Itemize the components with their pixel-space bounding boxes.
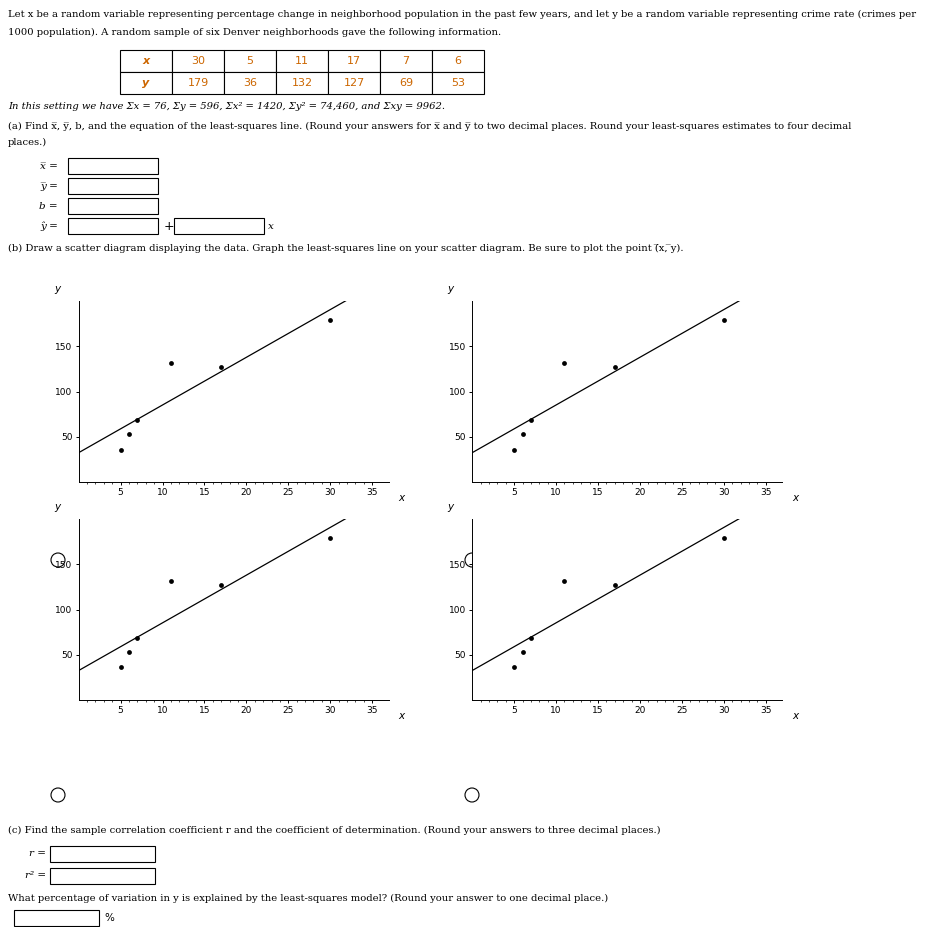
Y-axis label: y: y <box>54 502 60 512</box>
Text: x̅ =: x̅ = <box>40 161 58 171</box>
Text: 30: 30 <box>191 56 205 66</box>
Text: b =: b = <box>40 201 58 210</box>
Point <box>121 426 136 441</box>
Point <box>164 573 179 588</box>
Bar <box>224 50 276 72</box>
Point <box>507 442 521 457</box>
Text: 5: 5 <box>246 56 254 66</box>
Point <box>523 630 538 645</box>
Text: 11: 11 <box>295 56 309 66</box>
Text: 1000 population). A random sample of six Denver neighborhoods gave the following: 1000 population). A random sample of six… <box>8 28 501 37</box>
Text: Let x be a random variable representing percentage change in neighborhood popula: Let x be a random variable representing … <box>8 10 916 19</box>
Text: (c) Find the sample correlation coefficient r and the coefficient of determinati: (c) Find the sample correlation coeffici… <box>8 826 660 835</box>
Point <box>214 578 229 592</box>
Text: 179: 179 <box>187 78 208 88</box>
X-axis label: x: x <box>398 711 405 720</box>
Point <box>323 312 338 327</box>
Text: 132: 132 <box>292 78 313 88</box>
Bar <box>328 50 380 72</box>
Text: y: y <box>143 78 150 88</box>
Text: x: x <box>268 222 274 231</box>
Y-axis label: y: y <box>447 284 454 294</box>
Text: r =: r = <box>29 849 46 858</box>
Point <box>515 426 530 441</box>
Text: 17: 17 <box>347 56 361 66</box>
Text: 6: 6 <box>455 56 461 66</box>
Text: 36: 36 <box>243 78 257 88</box>
Point <box>164 355 179 370</box>
Bar <box>174 218 264 234</box>
Y-axis label: y: y <box>447 502 454 512</box>
Text: ŷ =: ŷ = <box>40 222 58 231</box>
Text: 53: 53 <box>451 78 465 88</box>
Bar <box>120 50 172 72</box>
Text: y̅ =: y̅ = <box>40 182 58 191</box>
Text: 69: 69 <box>399 78 413 88</box>
Point <box>607 360 622 375</box>
Bar <box>432 50 484 72</box>
Bar <box>68 218 158 234</box>
Text: 127: 127 <box>344 78 365 88</box>
Point <box>523 413 538 427</box>
Point <box>557 355 572 370</box>
Bar <box>14 910 99 926</box>
Text: places.): places.) <box>8 138 47 147</box>
Bar <box>380 72 432 94</box>
Point <box>717 312 732 327</box>
Text: (a) Find x̅, y̅, b, and the equation of the least-squares line. (Round your answ: (a) Find x̅, y̅, b, and the equation of … <box>8 122 851 131</box>
Bar <box>68 178 158 194</box>
Point <box>323 530 338 545</box>
Point <box>121 644 136 659</box>
Bar <box>68 158 158 174</box>
Point <box>515 644 530 659</box>
Point <box>130 413 144 427</box>
Text: +: + <box>164 220 175 233</box>
Point <box>717 530 732 545</box>
Bar <box>172 50 224 72</box>
Text: r² =: r² = <box>25 871 46 881</box>
Bar <box>276 50 328 72</box>
Y-axis label: y: y <box>54 284 60 294</box>
Bar <box>120 72 172 94</box>
X-axis label: x: x <box>792 711 798 720</box>
Point <box>214 360 229 375</box>
Bar <box>432 72 484 94</box>
Bar <box>276 72 328 94</box>
Bar <box>328 72 380 94</box>
Bar <box>172 72 224 94</box>
Point <box>113 442 128 457</box>
Text: x: x <box>143 56 150 66</box>
Text: %: % <box>104 913 114 923</box>
Point <box>507 660 521 675</box>
Bar <box>50 868 155 884</box>
Point <box>557 573 572 588</box>
Point <box>607 578 622 592</box>
Bar <box>68 198 158 214</box>
Bar <box>380 50 432 72</box>
Text: In this setting we have Σx = 76, Σy = 596, Σx² = 1420, Σy² = 74,460, and Σxy = 9: In this setting we have Σx = 76, Σy = 59… <box>8 102 445 111</box>
X-axis label: x: x <box>398 493 405 502</box>
Text: What percentage of variation in y is explained by the least-squares model? (Roun: What percentage of variation in y is exp… <box>8 894 608 903</box>
Text: (b) Draw a scatter diagram displaying the data. Graph the least-squares line on : (b) Draw a scatter diagram displaying th… <box>8 244 683 253</box>
Point <box>113 660 128 675</box>
Bar <box>50 846 155 862</box>
Bar <box>224 72 276 94</box>
Text: 7: 7 <box>403 56 409 66</box>
Point <box>130 630 144 645</box>
X-axis label: x: x <box>792 493 798 502</box>
